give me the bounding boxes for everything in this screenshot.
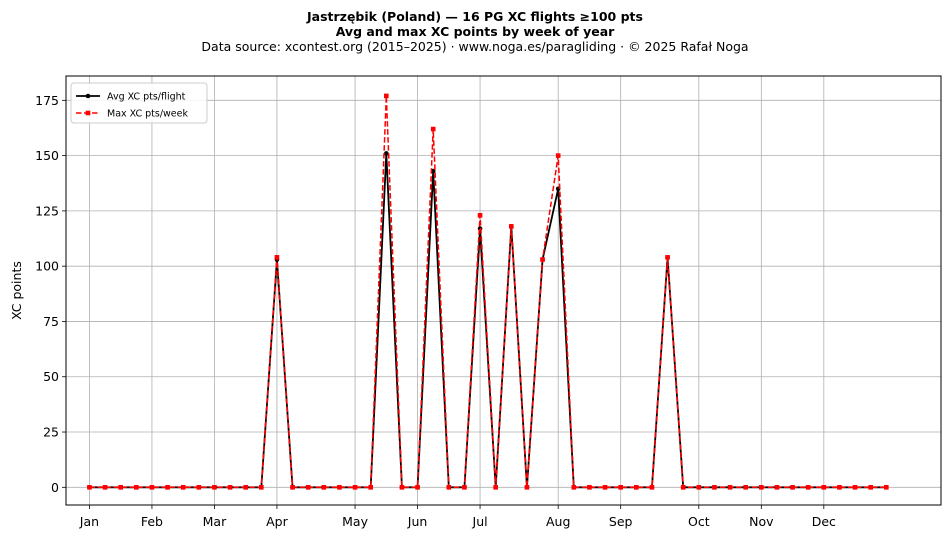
- x-tick-label: Sep: [609, 514, 633, 529]
- x-tick-label: Apr: [266, 514, 288, 529]
- legend-marker-1: [85, 93, 91, 99]
- x-tick-label: May: [342, 514, 368, 529]
- series-2-point: [196, 485, 202, 490]
- y-tick-label: 150: [35, 148, 59, 163]
- series-2-point: [837, 485, 842, 490]
- series-2-point: [884, 485, 889, 490]
- series-2-point: [509, 224, 514, 229]
- series-2-point: [384, 93, 389, 99]
- legend: Avg XC pts/flight Max XC pts/week: [70, 82, 208, 124]
- series-2-point: [368, 485, 373, 490]
- series-2-point: [290, 485, 295, 490]
- series-2-point: [524, 485, 530, 490]
- series-2-point: [118, 485, 123, 490]
- plot-frame: [65, 75, 942, 506]
- series-2-point: [759, 485, 764, 490]
- series-line-2: [89, 95, 887, 489]
- y-tick-label: 175: [35, 93, 59, 108]
- legend-label-2: Max XC pts/week: [107, 109, 188, 120]
- legend-marker-2: [85, 110, 91, 116]
- series-2-point: [712, 485, 717, 490]
- series-layer: [87, 93, 889, 490]
- chart-subtitle: Avg and max XC points by week of year: [335, 24, 615, 39]
- x-tick-label: Jul: [472, 514, 488, 529]
- series-2-point: [821, 485, 827, 490]
- series-2-point: [634, 485, 639, 490]
- legend-label-1: Avg XC pts/flight: [107, 92, 186, 103]
- series-2-point: [259, 485, 264, 490]
- y-tick-label: 75: [43, 314, 59, 329]
- series-2-point: [680, 485, 686, 490]
- series-2-point: [696, 485, 702, 490]
- series-2-point: [352, 485, 358, 490]
- series-2-point: [149, 485, 155, 490]
- legend-box: [70, 82, 208, 124]
- series-2-point: [790, 485, 795, 490]
- series-2-point: [868, 485, 873, 490]
- series-2-point: [852, 485, 858, 490]
- grid: [66, 76, 941, 505]
- series-line-1: [89, 152, 887, 489]
- chart-title: Jastrzębik (Poland) — 16 PG XC flights ≥…: [307, 9, 643, 24]
- x-tick-label: Nov: [749, 514, 774, 529]
- series-2-point: [493, 485, 498, 490]
- series-1-point: [384, 151, 389, 156]
- series-2-point: [618, 485, 623, 490]
- series-2-point: [212, 485, 217, 490]
- series-2-point: [555, 153, 561, 158]
- y-axis-label: XC points: [9, 261, 24, 320]
- x-tick-label: Oct: [688, 514, 710, 529]
- x-tick-label: Jan: [79, 514, 99, 529]
- series-2-point: [727, 485, 733, 490]
- series-2-point: [540, 257, 545, 262]
- series-2-point: [243, 485, 248, 490]
- series-2-point: [446, 485, 452, 490]
- y-tick-label: 125: [35, 203, 59, 218]
- series-2-point: [305, 485, 311, 490]
- chart-title-block: Jastrzębik (Poland) — 16 PG XC flights ≥…: [0, 9, 950, 55]
- series-2-point: [602, 485, 608, 490]
- series-2-point: [571, 485, 577, 490]
- y-tick-label: 0: [51, 480, 59, 495]
- y-tick-label: 25: [43, 425, 59, 440]
- series-2-point: [665, 255, 670, 260]
- series-2-point: [134, 485, 139, 490]
- x-tick-label: Dec: [812, 514, 836, 529]
- series-2-point: [430, 126, 436, 132]
- series-2-point: [227, 485, 233, 490]
- series-2-point: [180, 485, 186, 490]
- series-2-point: [774, 485, 780, 490]
- series-2-point: [415, 485, 420, 490]
- series-2-point: [399, 485, 405, 490]
- x-tick-label: Mar: [203, 514, 227, 529]
- series-2-point: [102, 485, 108, 490]
- x-tick-label: Jun: [407, 514, 428, 529]
- series-2-point: [587, 485, 592, 490]
- series-2-point: [477, 213, 483, 218]
- series-2-point: [165, 485, 170, 490]
- series-2-point: [649, 485, 655, 490]
- y-tick-label: 50: [43, 369, 59, 384]
- series-2-point: [462, 485, 467, 490]
- series-2-point: [274, 255, 280, 260]
- series-1-point: [477, 226, 483, 231]
- series-2-point: [743, 485, 748, 490]
- y-tick-label: 100: [35, 259, 59, 274]
- axis-ticks: 0 25 50 75 100 125 150 175 Jan Feb Mar Apr May Jun Jul…: [35, 93, 836, 529]
- series-2-point: [805, 485, 811, 490]
- chart-source: Data source: xcontest.org (2015–2025) · …: [201, 39, 749, 54]
- series-2-point: [321, 485, 327, 490]
- x-tick-label: Aug: [546, 514, 570, 529]
- x-tick-label: Feb: [141, 514, 163, 529]
- series-2-point: [337, 485, 342, 490]
- series-2-point: [87, 485, 92, 490]
